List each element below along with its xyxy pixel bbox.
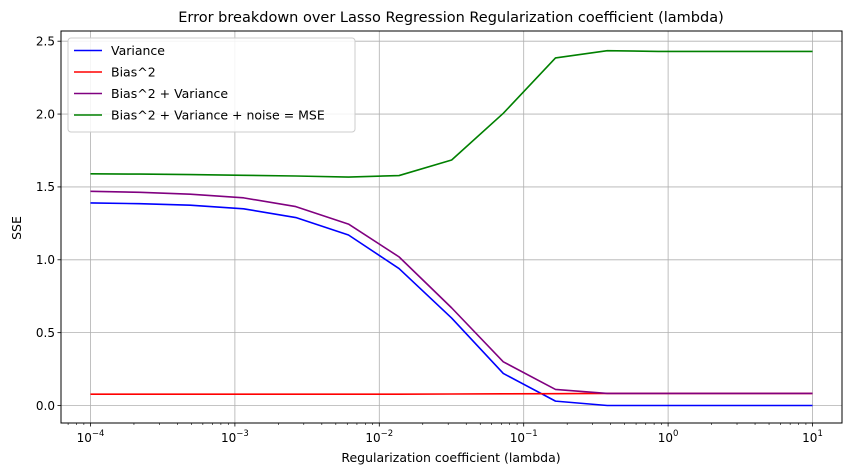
y-tick-label: 1.5	[36, 180, 55, 194]
series-lines	[90, 49, 813, 407]
x-tick-label: 101	[802, 429, 823, 445]
y-tick-label: 1.0	[36, 253, 55, 267]
x-tick-label: 10−1	[510, 429, 538, 445]
series-line-bias-2-variance-noise-mse	[90, 49, 813, 178]
y-tick-label: 0.5	[36, 326, 55, 340]
chart-title: Error breakdown over Lasso Regression Re…	[178, 10, 724, 26]
x-tick-label: 100	[658, 429, 679, 445]
legend-label: Bias^2 + Variance	[111, 86, 228, 101]
series-line-bias-2-variance	[90, 190, 813, 395]
legend-box	[67, 37, 356, 133]
x-axis-label: Regularization coefficient (lambda)	[341, 450, 560, 465]
x-axis-ticks: 10−4 10−3 10−2 10−1 100 101	[67, 423, 823, 445]
y-tick-label: 2.5	[36, 35, 55, 49]
legend-label: Bias^2 + Variance + noise = MSE	[111, 108, 325, 123]
series-line-variance	[90, 202, 813, 407]
legend: Variance Bias^2 Bias^2 + Variance Bias^2 + …	[67, 37, 356, 133]
x-tick-label: 10−4	[77, 429, 105, 445]
y-tick-label: 0.0	[36, 399, 55, 413]
legend-label: Variance	[111, 43, 165, 58]
x-tick-label: 10−2	[365, 429, 393, 445]
y-tick-label: 2.0	[36, 107, 55, 121]
y-axis-label: SSE	[9, 216, 24, 240]
plot-frame	[60, 30, 843, 424]
x-tick-label: 10−3	[221, 429, 249, 445]
legend-label: Bias^2	[111, 65, 156, 80]
y-axis-ticks: 0.0 0.5 1.0 1.5 2.0 2.5	[36, 35, 61, 413]
